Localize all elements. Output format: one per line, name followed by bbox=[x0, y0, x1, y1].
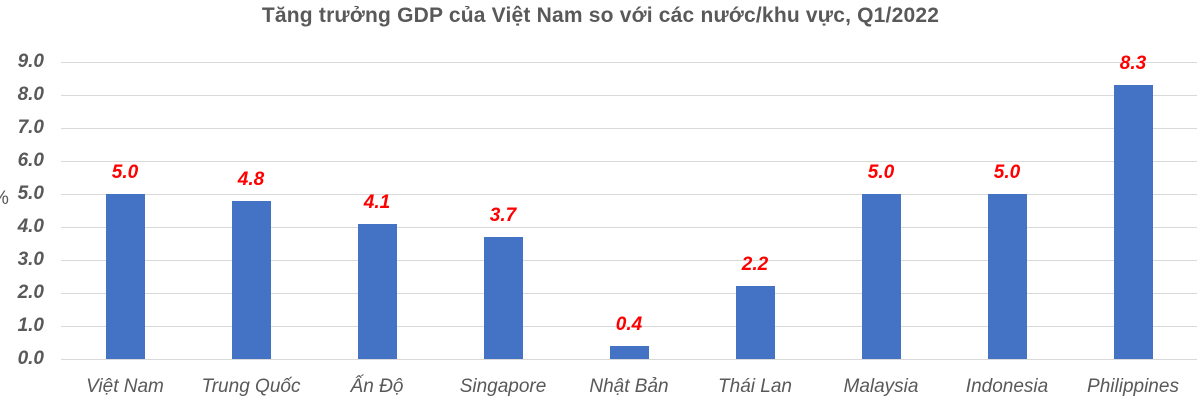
bar bbox=[610, 346, 649, 359]
gridline bbox=[61, 227, 1197, 228]
gridline bbox=[61, 161, 1197, 162]
data-label: 5.0 bbox=[111, 162, 139, 183]
gridline bbox=[61, 62, 1197, 63]
y-axis-label: % bbox=[0, 188, 9, 210]
gridline bbox=[61, 128, 1197, 129]
x-tick-label: Thái Lan bbox=[718, 376, 792, 397]
y-tick-label: 9.0 bbox=[17, 51, 44, 72]
bar bbox=[232, 201, 271, 359]
y-tick-label: 0.0 bbox=[17, 348, 44, 369]
gridline bbox=[61, 326, 1197, 327]
data-label: 4.8 bbox=[237, 169, 265, 190]
data-label: 5.0 bbox=[867, 162, 895, 183]
data-label: 3.7 bbox=[489, 205, 517, 226]
bar bbox=[862, 194, 901, 359]
x-tick-label: Philippines bbox=[1087, 376, 1179, 397]
data-label: 5.0 bbox=[993, 162, 1021, 183]
gridline bbox=[61, 260, 1197, 261]
y-tick-label: 2.0 bbox=[17, 282, 44, 303]
data-label: 0.4 bbox=[615, 314, 643, 335]
bar bbox=[358, 224, 397, 359]
y-tick-label: 7.0 bbox=[17, 117, 44, 138]
data-label: 8.3 bbox=[1119, 53, 1147, 74]
bar bbox=[106, 194, 145, 359]
gridline bbox=[61, 95, 1197, 96]
data-label: 4.1 bbox=[363, 192, 391, 213]
x-tick-label: Nhật Bản bbox=[589, 376, 669, 397]
gridline bbox=[61, 359, 1197, 360]
y-tick-label: 1.0 bbox=[17, 315, 44, 336]
x-tick-label: Singapore bbox=[459, 376, 547, 397]
bar bbox=[736, 286, 775, 359]
y-tick-label: 5.0 bbox=[17, 183, 44, 204]
data-label: 2.2 bbox=[741, 254, 769, 275]
y-tick-label: 4.0 bbox=[17, 216, 44, 237]
x-tick-label: Việt Nam bbox=[86, 376, 164, 397]
bar bbox=[1114, 85, 1153, 359]
x-tick-label: Ấn Độ bbox=[350, 376, 404, 397]
bar bbox=[988, 194, 1027, 359]
y-tick-label: 8.0 bbox=[17, 84, 44, 105]
gridline bbox=[61, 194, 1197, 195]
y-tick-label: 3.0 bbox=[17, 249, 44, 270]
x-tick-label: Trung Quốc bbox=[201, 376, 301, 397]
chart-title: Tăng trưởng GDP của Việt Nam so với các … bbox=[261, 4, 940, 27]
bar bbox=[484, 237, 523, 359]
y-tick-label: 6.0 bbox=[17, 150, 44, 171]
gridline bbox=[61, 293, 1197, 294]
x-tick-label: Indonesia bbox=[965, 376, 1049, 397]
x-tick-label: Malaysia bbox=[843, 376, 919, 397]
